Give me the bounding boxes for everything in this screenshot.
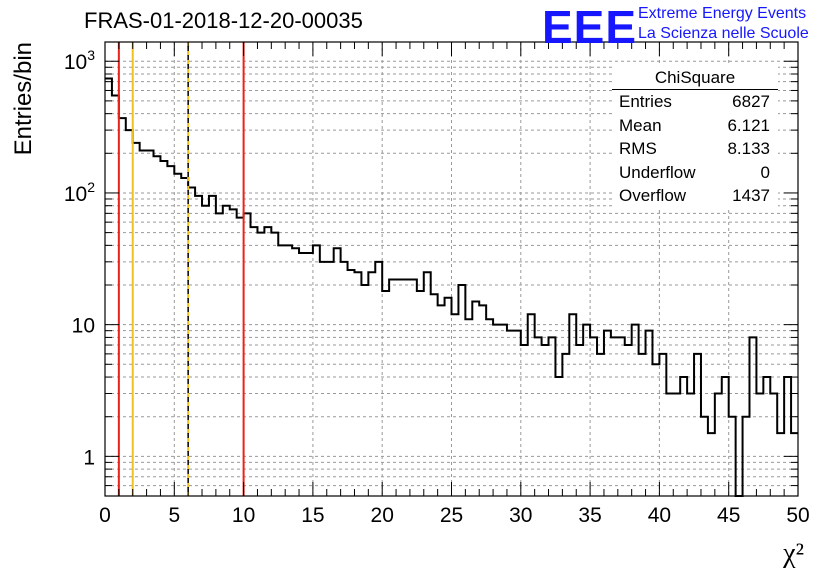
y-tick-label: 10 [72,315,95,338]
logo-line-1: Extreme Energy Events [638,5,807,22]
x-tick-label: 40 [648,504,671,527]
stats-row-mean: Mean 6.121 [612,114,778,138]
x-tick-label: 10 [232,504,255,527]
stats-label: Entries [619,92,672,111]
stats-label: Mean [619,115,662,135]
stats-row-overflow: Overflow 1437 [612,184,778,208]
x-tick-label: 25 [440,504,463,527]
stats-value: 6827 [732,92,770,111]
y-axis-label: Entries/bin [10,42,37,155]
y-tick-label: 103 [64,47,95,74]
x-tick-label: 5 [168,504,180,527]
stats-box: ChiSquare Entries 6827 Mean 6.121 RMS 8.… [612,66,778,208]
stats-value: 6.121 [727,115,770,135]
stats-value: 8.133 [727,139,770,158]
stats-row-entries: Entries 6827 [612,90,778,114]
x-tick-label: 45 [717,504,740,527]
stats-label: Underflow [619,162,696,182]
x-tick-label: 15 [301,504,324,527]
stats-label: RMS [619,139,657,158]
stats-row-underflow: Underflow 0 [612,161,778,185]
x-axis-label: χ² [782,538,804,569]
x-tick-label: 30 [509,504,532,527]
stats-value: 0 [760,162,770,182]
stats-row-rms: RMS 8.133 [612,137,778,161]
stats-value: 1437 [732,186,770,205]
y-tick-label: 102 [64,179,95,206]
x-tick-label: 35 [578,504,601,527]
histogram-series [105,77,798,497]
stats-title: ChiSquare [612,66,778,90]
x-tick-label: 20 [371,504,394,527]
stats-label: Overflow [619,186,687,205]
x-tick-label: 0 [99,504,111,527]
chart-title: FRAS-01-2018-12-20-00035 [84,8,363,33]
logo-line-2: La Scienza nelle Scuole [638,25,809,42]
eee-logo: EEE [542,1,638,53]
y-tick-label: 1 [83,446,95,469]
x-tick-label: 50 [786,504,809,527]
